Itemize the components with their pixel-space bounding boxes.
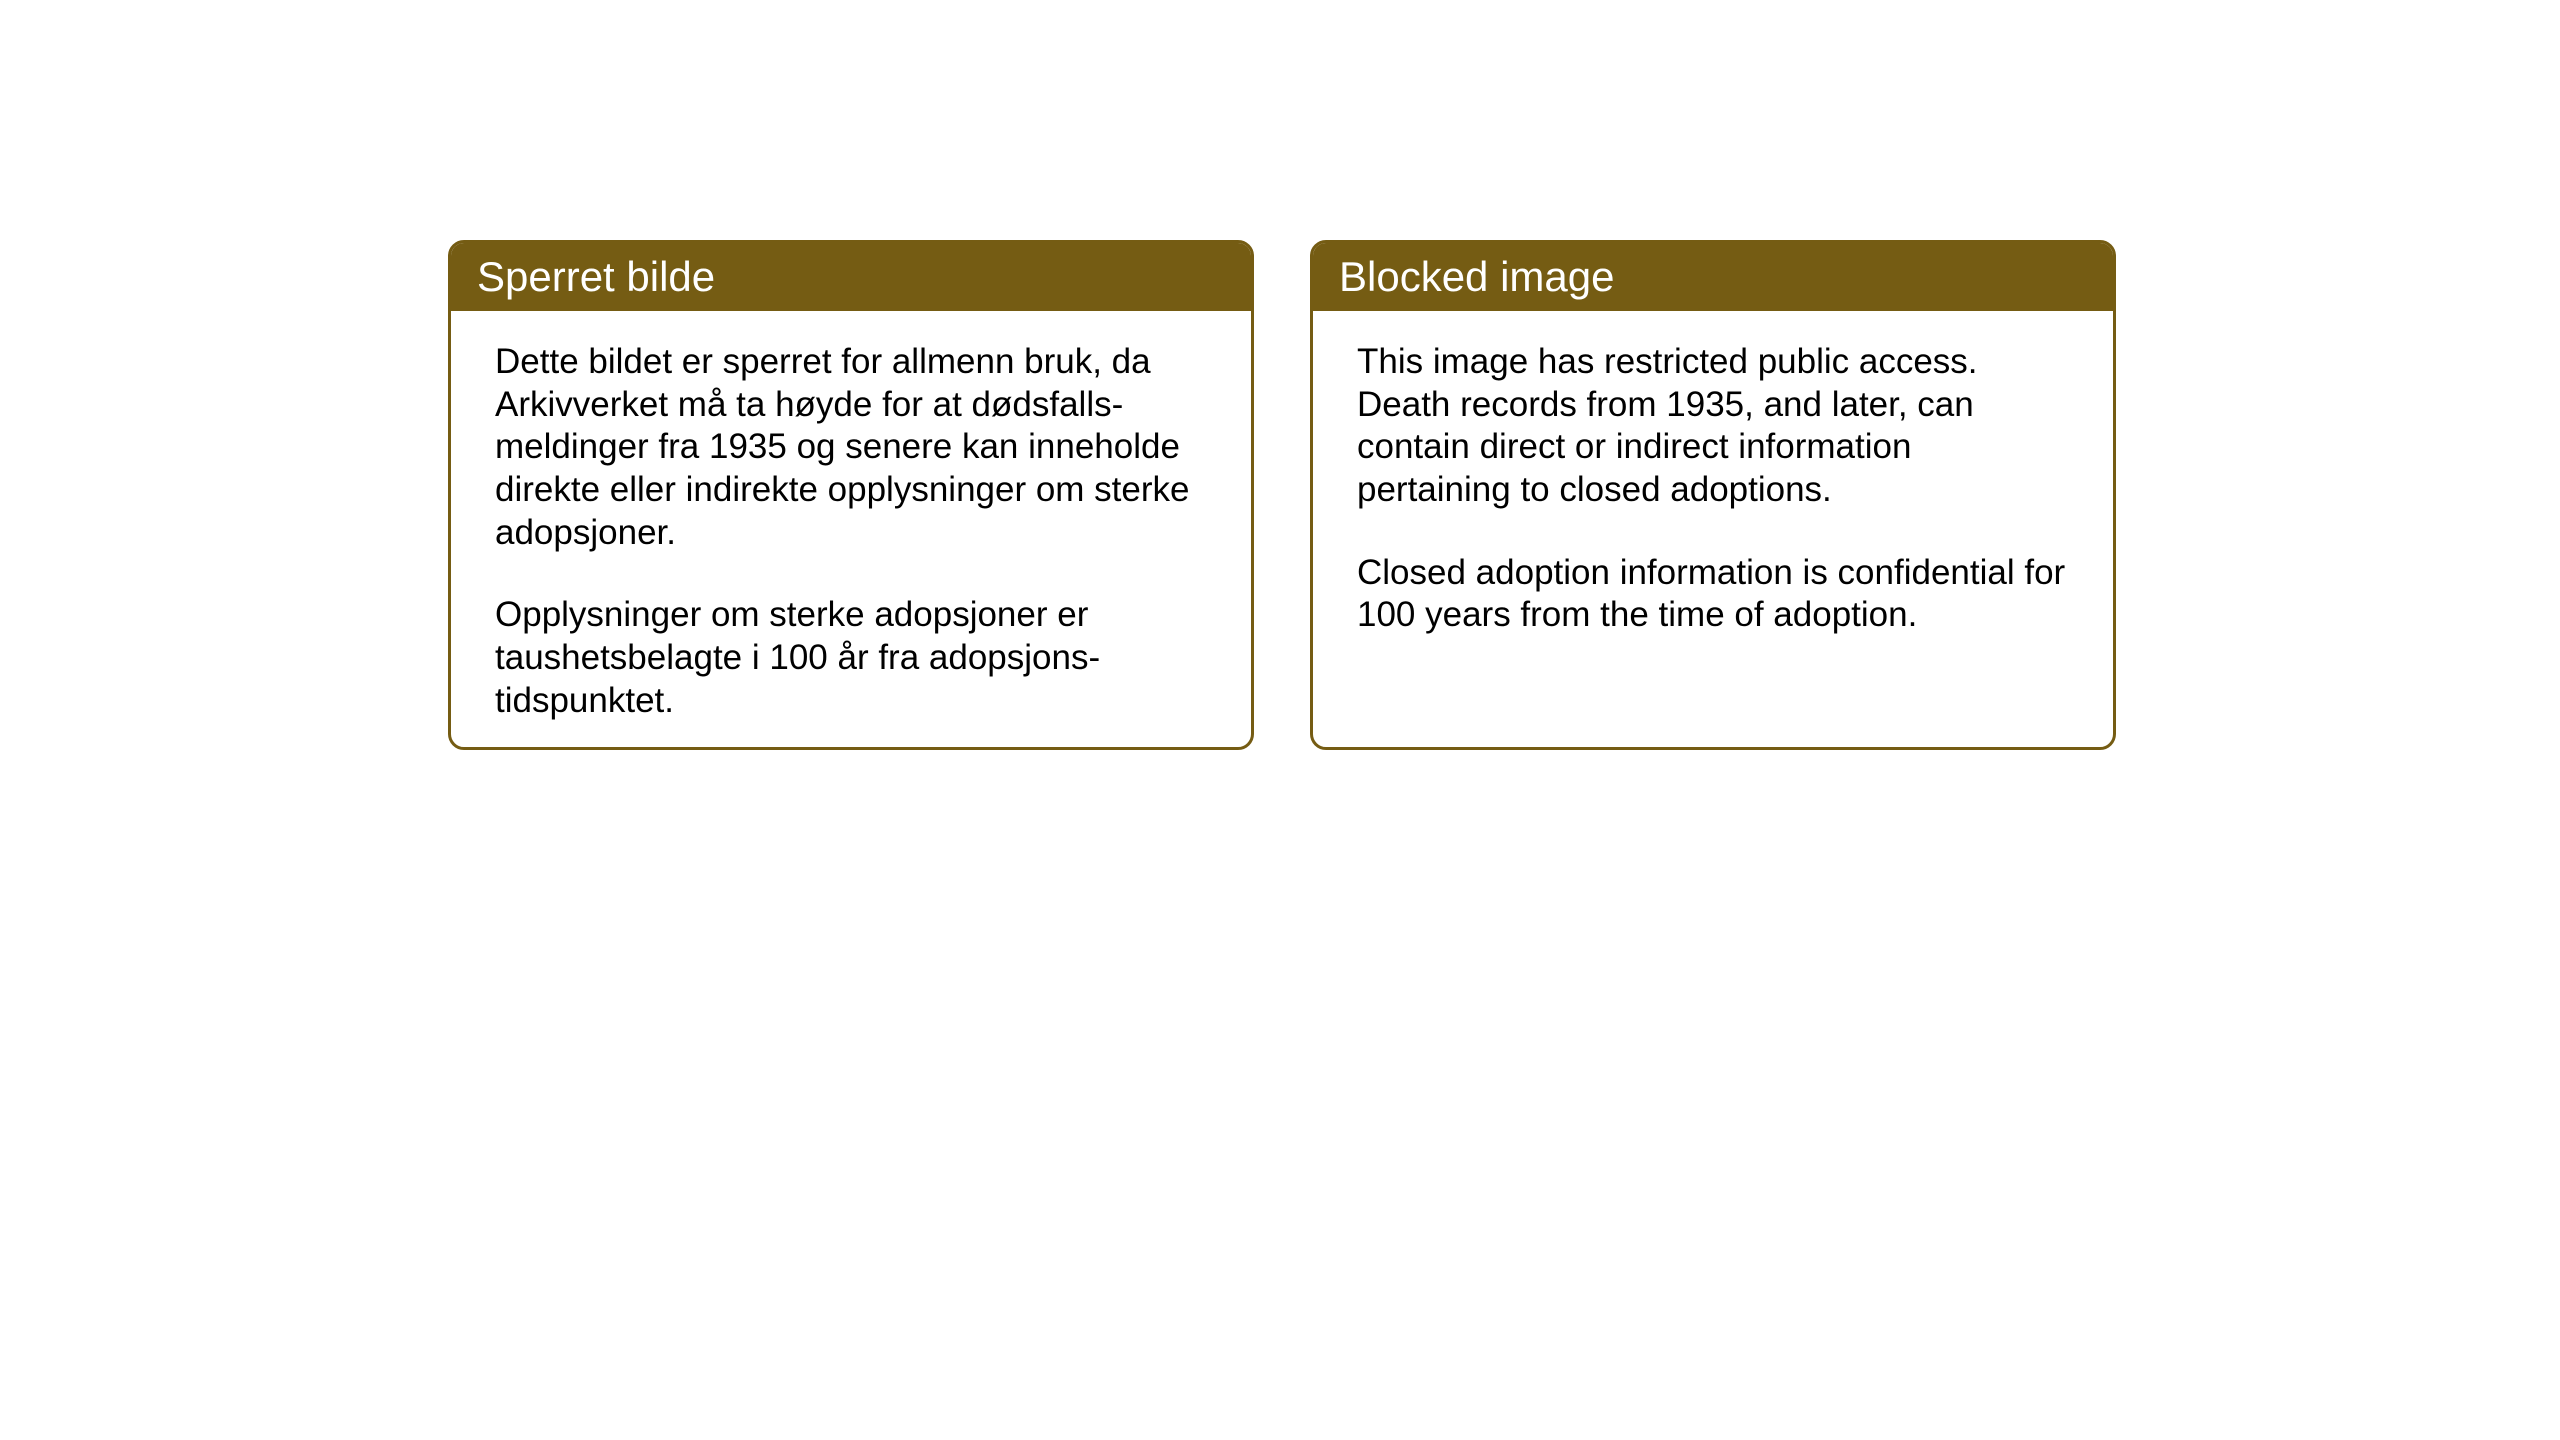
card-body-english: This image has restricted public access.…	[1313, 311, 2113, 677]
card-body-norwegian: Dette bildet er sperret for allmenn bruk…	[451, 311, 1251, 750]
card-title-norwegian: Sperret bilde	[477, 253, 715, 300]
paragraph-norwegian-2: Opplysninger om sterke adopsjoner er tau…	[495, 594, 1207, 722]
notice-card-norwegian: Sperret bilde Dette bildet er sperret fo…	[448, 240, 1254, 750]
card-header-norwegian: Sperret bilde	[451, 243, 1251, 311]
notice-container: Sperret bilde Dette bildet er sperret fo…	[448, 240, 2116, 750]
card-header-english: Blocked image	[1313, 243, 2113, 311]
paragraph-english-2: Closed adoption information is confident…	[1357, 552, 2069, 637]
paragraph-norwegian-1: Dette bildet er sperret for allmenn bruk…	[495, 341, 1207, 554]
paragraph-english-1: This image has restricted public access.…	[1357, 341, 2069, 512]
card-title-english: Blocked image	[1339, 253, 1614, 300]
notice-card-english: Blocked image This image has restricted …	[1310, 240, 2116, 750]
